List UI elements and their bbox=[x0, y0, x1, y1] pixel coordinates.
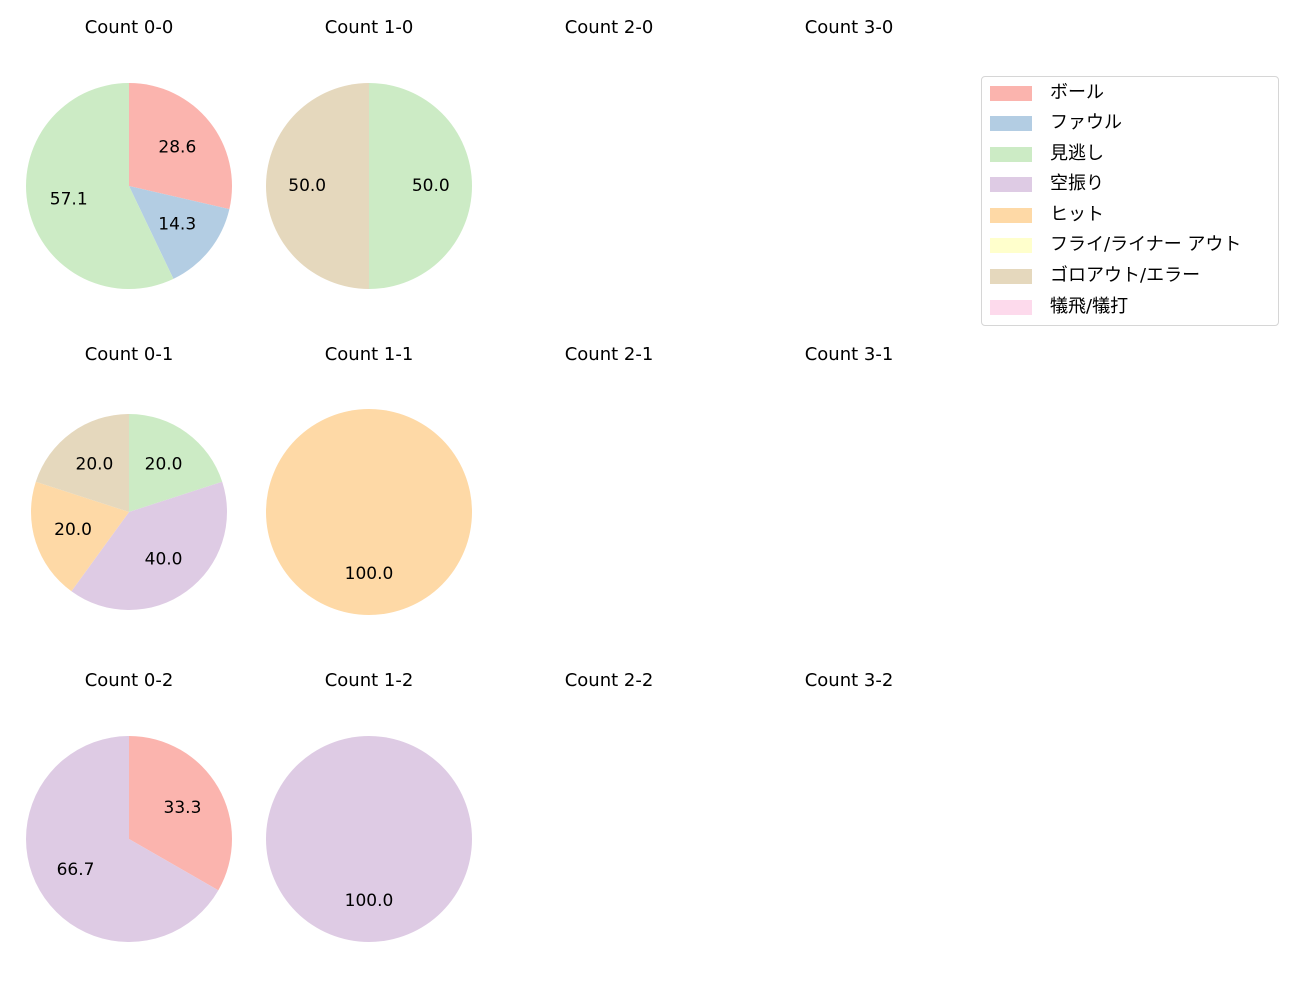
pie-slice bbox=[369, 83, 472, 289]
pie-slice bbox=[129, 83, 232, 210]
subplot-title-count-3-2: Count 3-2 bbox=[804, 670, 894, 691]
legend-item-groundout-error: ゴロアウト/エラー bbox=[990, 266, 1200, 286]
legend-label: 見逃し bbox=[1050, 143, 1104, 164]
legend-item-called-strike: 見逃し bbox=[990, 144, 1104, 164]
pie-slice bbox=[25, 83, 174, 289]
legend-item-sacrifice: 犠飛/犠打 bbox=[990, 297, 1128, 317]
legend-label: ボール bbox=[1050, 82, 1104, 103]
legend-swatch-sacrifice bbox=[990, 299, 1032, 315]
subplot-title-count-0-0: Count 0-0 bbox=[84, 17, 174, 38]
subplot-title-count-0-2: Count 0-2 bbox=[84, 670, 174, 691]
legend-swatch-foul bbox=[990, 115, 1032, 131]
pie-slice-label: 28.6 bbox=[158, 138, 196, 158]
pie-slice-label: 14.3 bbox=[158, 215, 196, 235]
pie-slice bbox=[35, 414, 129, 512]
subplot-title-count-2-2: Count 2-2 bbox=[564, 670, 654, 691]
subplot-title-count-2-0: Count 2-0 bbox=[564, 17, 654, 38]
legend-swatch-hit bbox=[990, 207, 1032, 223]
pie-count-0-0: 28.6 14.3 57.1 bbox=[25, 83, 232, 289]
pie-slice-label: 66.7 bbox=[57, 860, 95, 880]
pie-count-0-1: 20.0 40.0 20.0 20.0 bbox=[30, 414, 227, 610]
pie-slice bbox=[266, 736, 472, 942]
legend-swatch-fly-liner-out bbox=[990, 237, 1032, 253]
pie-slice bbox=[71, 481, 227, 610]
pie-slice-label: 40.0 bbox=[145, 550, 183, 570]
pie-count-1-0: 50.0 50.0 bbox=[266, 83, 472, 289]
pie-slice bbox=[266, 83, 369, 289]
legend-item-ball: ボール bbox=[990, 83, 1104, 103]
pie-slice-label: 20.0 bbox=[76, 454, 114, 474]
pie-slice bbox=[129, 414, 223, 512]
legend-label: ゴロアウト/エラー bbox=[1050, 265, 1201, 286]
pie-count-1-1: 100.0 bbox=[266, 409, 472, 615]
legend-label: ファウル bbox=[1050, 112, 1122, 133]
legend-item-hit: ヒット bbox=[990, 205, 1104, 225]
subplot-title-count-2-1: Count 2-1 bbox=[564, 344, 654, 365]
legend-label: 犠飛/犠打 bbox=[1050, 296, 1129, 317]
legend-label: ヒット bbox=[1050, 204, 1104, 225]
legend-item-foul: ファウル bbox=[990, 113, 1122, 133]
pie-slice-label: 20.0 bbox=[54, 520, 92, 540]
subplot-title-count-1-0: Count 1-0 bbox=[324, 17, 414, 38]
pie-slice-label: 50.0 bbox=[412, 176, 450, 196]
pie-count-0-2: 33.3 66.7 bbox=[25, 736, 232, 943]
subplot-title-count-3-0: Count 3-0 bbox=[804, 17, 894, 38]
pie-slice bbox=[30, 481, 129, 592]
pie-slice bbox=[129, 186, 230, 279]
pie-slice-label: 100.0 bbox=[345, 891, 394, 911]
pie-slice bbox=[266, 409, 472, 615]
legend-label: 空振り bbox=[1050, 173, 1104, 194]
legend-label: フライ/ライナー アウト bbox=[1050, 234, 1242, 255]
pie-slice-label: 57.1 bbox=[50, 190, 88, 210]
pie-count-1-2: 100.0 bbox=[266, 736, 472, 942]
chart-legend: ボール ファウル 見逃し 空振り ヒット フライ/ライナー アウト ゴロアウト/… bbox=[981, 76, 1279, 326]
legend-swatch-swinging-strike bbox=[990, 176, 1032, 192]
subplot-title-count-1-1: Count 1-1 bbox=[324, 344, 414, 365]
pie-slice bbox=[129, 736, 232, 891]
subplot-title-count-1-2: Count 1-2 bbox=[324, 670, 414, 691]
subplot-title-count-3-1: Count 3-1 bbox=[804, 344, 894, 365]
legend-swatch-called-strike bbox=[990, 146, 1032, 162]
legend-item-swinging-strike: 空振り bbox=[990, 174, 1104, 194]
legend-swatch-groundout-error bbox=[990, 268, 1032, 284]
legend-swatch-ball bbox=[990, 85, 1032, 101]
pie-slice-label: 20.0 bbox=[145, 454, 183, 474]
pie-slice bbox=[25, 736, 219, 943]
pie-slice-label: 100.0 bbox=[345, 564, 394, 584]
subplot-title-count-0-1: Count 0-1 bbox=[84, 344, 174, 365]
pie-slice-label: 33.3 bbox=[164, 798, 202, 818]
legend-item-fly-liner-out: フライ/ライナー アウト bbox=[990, 235, 1241, 255]
pie-slice-label: 50.0 bbox=[288, 176, 326, 196]
